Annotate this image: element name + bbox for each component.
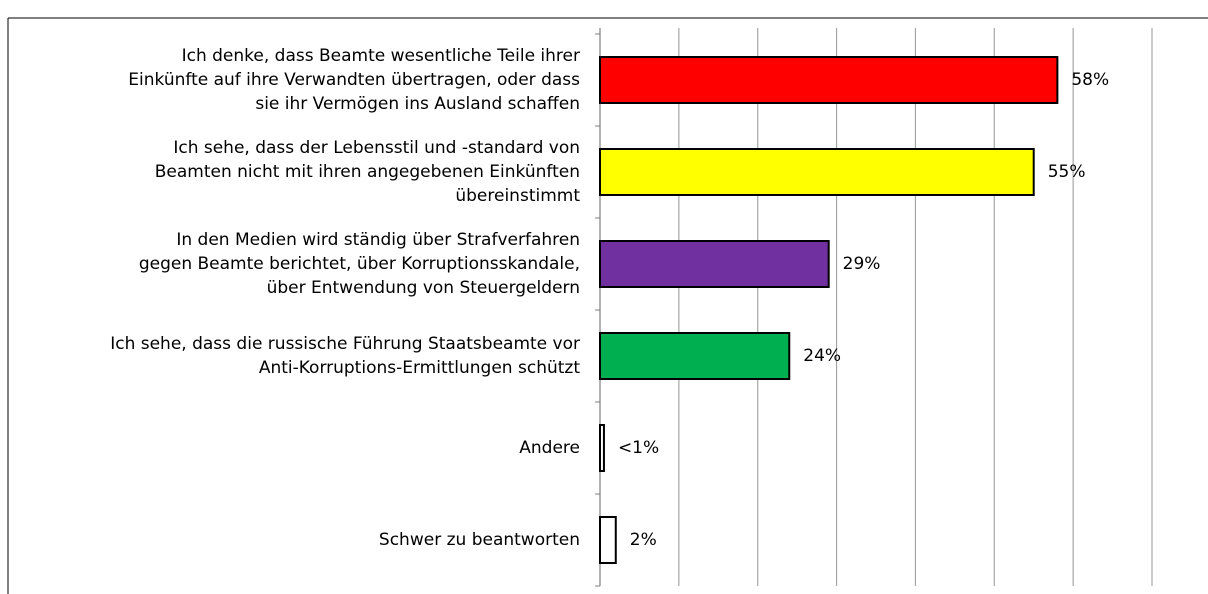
- category-label: Ich sehe, dass die russische Führung Sta…: [110, 334, 580, 378]
- value-label: 58%: [1071, 70, 1109, 90]
- value-label: 2%: [630, 530, 657, 550]
- bar: [599, 56, 1059, 104]
- value-label: 55%: [1048, 162, 1086, 182]
- bar: [599, 516, 617, 564]
- category-label: Ich denke, dass Beamte wesentliche Teile…: [128, 46, 580, 114]
- category-label: Ich sehe, dass der Lebensstil und -stand…: [155, 138, 581, 206]
- category-label: Schwer zu beantworten: [379, 530, 580, 550]
- value-label: 24%: [803, 346, 841, 366]
- bar: [599, 240, 830, 288]
- value-label: 29%: [843, 254, 881, 274]
- bar: [599, 424, 605, 472]
- category-label: In den Medien wird ständig über Strafver…: [139, 230, 580, 298]
- category-label: Andere: [519, 438, 580, 458]
- bar: [599, 332, 791, 380]
- bar: [599, 148, 1035, 196]
- value-label: <1%: [618, 438, 659, 458]
